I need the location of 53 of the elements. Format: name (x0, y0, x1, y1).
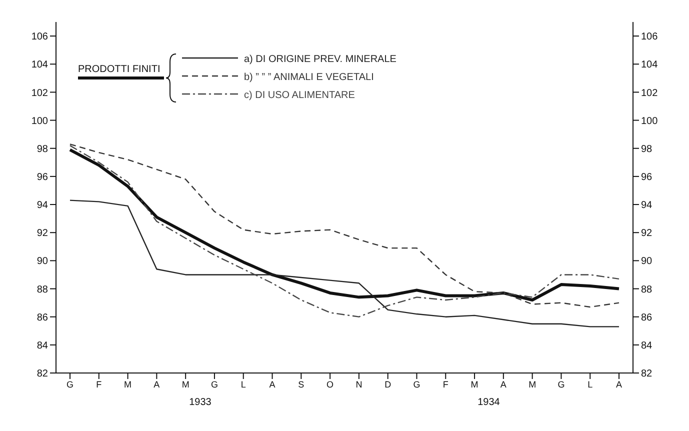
x-tick-label: F (442, 379, 449, 390)
text: 1933 (189, 397, 212, 408)
y-tick-label: 104 (31, 60, 48, 71)
x-tick-label: A (500, 379, 506, 390)
x-tick-label: G (66, 379, 74, 390)
text: 1934 (478, 397, 500, 408)
y2-tick-label: 86 (641, 312, 653, 324)
y2-tick-label: 88 (641, 284, 653, 296)
y-tick-label: 106 (31, 32, 48, 43)
y-tick-label: 100 (31, 116, 48, 127)
y-tick-label: 96 (36, 172, 48, 183)
y2-tick-label: 106 (641, 32, 658, 43)
x-tick-label: G (558, 379, 565, 390)
x-tick-label: A (269, 379, 276, 390)
y2-tick-label: 84 (641, 340, 653, 352)
text: PRODOTTI FINITI (78, 64, 160, 75)
y2-tick-label: 102 (641, 88, 658, 99)
x-tick-label: F (96, 379, 102, 390)
x-tick-label: G (210, 379, 218, 390)
y2-tick-label: 94 (641, 200, 653, 212)
y2-tick-label: 98 (641, 144, 653, 155)
y2-tick-label: 92 (641, 228, 653, 240)
x-tick-label: A (154, 379, 160, 390)
x-tick-label: L (240, 379, 246, 390)
y-tick-label: 86 (36, 312, 48, 324)
line-series (69, 200, 620, 328)
y2-tick-label: 90 (641, 256, 653, 268)
y2-tick-label: 100 (641, 116, 658, 127)
x-tick-label: M (124, 379, 132, 390)
y-tick-label: 94 (36, 200, 48, 212)
x-tick-label: M (528, 379, 536, 390)
x-tick-label: M (470, 379, 478, 390)
y-tick-label: 102 (31, 88, 48, 99)
y2-tick-label: 82 (641, 368, 653, 380)
text: b) ” ” ” ANIMALI E VEGETALI (244, 72, 374, 83)
y-tick-label: 98 (36, 144, 48, 155)
x-tick-label: N (356, 379, 362, 390)
y-tick-label: 88 (36, 284, 48, 296)
y-tick-label: 90 (36, 256, 48, 268)
y2-tick-label: 104 (641, 60, 658, 71)
x-tick-label: A (616, 379, 622, 390)
x-tick-label: O (326, 379, 334, 390)
text: c) DI USO ALIMENTARE (244, 90, 356, 101)
x-tick-label: S (298, 379, 304, 390)
x-tick-label: D (384, 379, 392, 390)
y-tick-label: 84 (36, 340, 48, 352)
y-tick-label: 82 (36, 368, 48, 380)
y2-tick-label: 96 (641, 172, 653, 183)
y-tick-label: 92 (36, 228, 48, 240)
text: a) DI ORIGINE PREV. MINERALE (244, 54, 397, 65)
x-tick-label: M (182, 379, 190, 390)
x-tick-label: L (588, 379, 593, 390)
x-tick-label: G (413, 379, 420, 390)
